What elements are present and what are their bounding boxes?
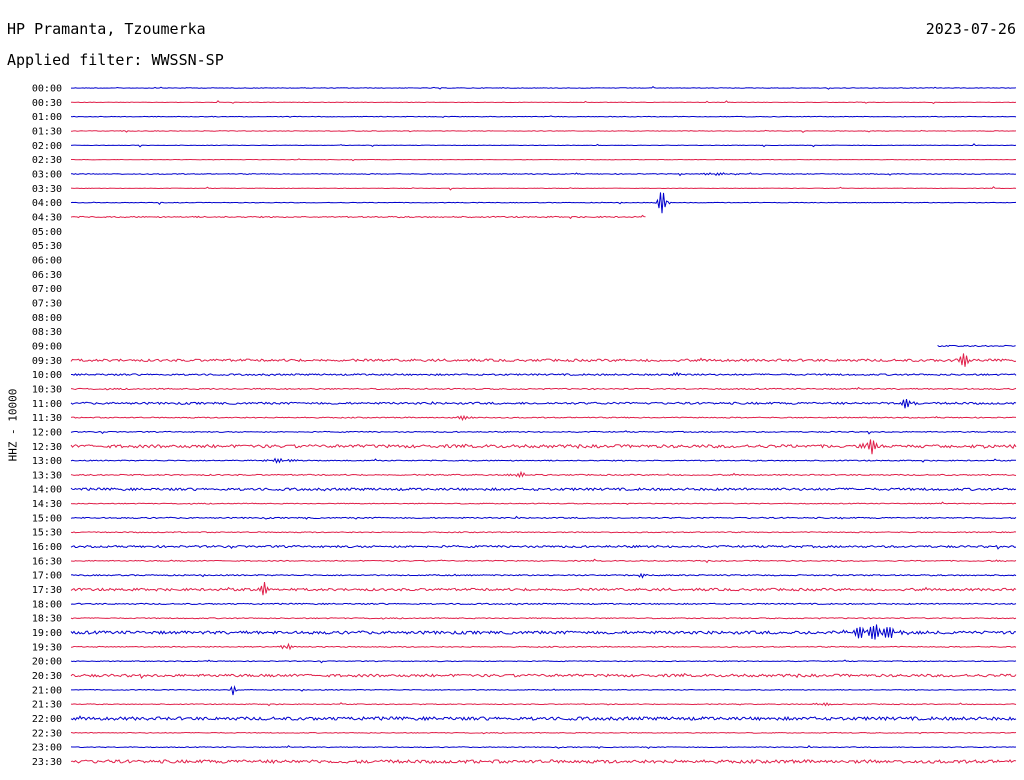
station-title: HP Pramanta, Tzoumerka (7, 20, 206, 38)
time-label-0900: 09:00 (32, 341, 62, 352)
trace-0230 (70, 158, 1017, 162)
time-label-2130: 21:30 (32, 700, 62, 711)
trace-2300 (70, 745, 1017, 750)
time-label-1200: 12:00 (32, 427, 62, 438)
time-label-1530: 15:30 (32, 528, 62, 539)
time-label-0400: 04:00 (32, 198, 62, 209)
time-labels: 00:00 00:30 01:00 01:30 02:00 02:30 03:00 03:30… (32, 84, 62, 769)
trace-0900 (937, 344, 1016, 348)
time-label-0730: 07:30 (32, 298, 62, 309)
time-label-0330: 03:30 (32, 184, 62, 195)
time-label-1800: 18:00 (32, 599, 62, 610)
trace-1130 (70, 414, 1017, 422)
time-label-1830: 18:30 (32, 614, 62, 625)
trace-0100 (70, 115, 1017, 118)
time-label-2200: 22:00 (32, 714, 62, 725)
time-label-2300: 23:00 (32, 743, 62, 754)
trace-1400 (70, 487, 1017, 492)
time-label-0800: 08:00 (32, 313, 62, 324)
trace-0200 (70, 143, 1017, 148)
filter-label: Applied filter: WWSSN-SP (7, 51, 224, 69)
trace-2030 (70, 673, 1017, 680)
time-label-1930: 19:30 (32, 642, 62, 653)
time-label-2030: 20:30 (32, 671, 62, 682)
time-label-1730: 17:30 (32, 585, 62, 596)
trace-1330 (70, 470, 1017, 479)
trace-1730 (70, 581, 1017, 596)
time-label-1130: 11:30 (32, 413, 62, 424)
trace-2000 (70, 659, 1017, 664)
time-label-1000: 10:00 (32, 370, 62, 381)
time-label-1600: 16:00 (32, 542, 62, 553)
trace-0030 (70, 100, 1017, 105)
time-label-0100: 01:00 (32, 112, 62, 123)
trace-1500 (70, 515, 1017, 520)
trace-1630 (70, 558, 1017, 564)
trace-1030 (70, 386, 1017, 391)
trace-1000 (70, 371, 1017, 377)
time-label-0500: 05:00 (32, 227, 62, 238)
time-label-0930: 09:30 (32, 356, 62, 367)
time-label-2000: 20:00 (32, 657, 62, 668)
trace-1530 (70, 531, 1017, 534)
trace-1900 (70, 624, 1017, 640)
trace-0430 (70, 214, 646, 220)
time-label-1330: 13:30 (32, 470, 62, 481)
trace-1800 (70, 602, 1017, 606)
time-label-1300: 13:00 (32, 456, 62, 467)
trace-1300 (70, 457, 1017, 464)
time-label-2330: 23:30 (32, 757, 62, 768)
trace-1700 (70, 572, 1017, 579)
time-label-0300: 03:00 (32, 169, 62, 180)
time-label-1400: 14:00 (32, 485, 62, 496)
time-label-0830: 08:30 (32, 327, 62, 338)
trace-lines (70, 86, 1017, 765)
trace-1930 (70, 642, 1017, 651)
trace-1830 (70, 617, 1017, 620)
time-label-1430: 14:30 (32, 499, 62, 510)
trace-2330 (70, 758, 1017, 765)
time-label-0130: 01:30 (32, 126, 62, 137)
time-label-1900: 19:00 (32, 628, 62, 639)
trace-2230 (70, 731, 1017, 735)
time-label-0200: 02:00 (32, 141, 62, 152)
trace-2200 (70, 715, 1017, 722)
time-label-1230: 12:30 (32, 442, 62, 453)
time-label-1100: 11:00 (32, 399, 62, 410)
time-label-2100: 21:00 (32, 685, 62, 696)
trace-0330 (70, 186, 1017, 191)
trace-2130 (70, 702, 1017, 707)
time-label-1500: 15:00 (32, 513, 62, 524)
time-label-0030: 00:30 (32, 98, 62, 109)
time-label-0630: 06:30 (32, 270, 62, 281)
trace-1600 (70, 544, 1017, 550)
time-label-1030: 10:30 (32, 384, 62, 395)
trace-0930 (70, 353, 1017, 367)
trace-2100 (70, 684, 1017, 696)
trace-0300 (70, 172, 1017, 177)
trace-1200 (70, 430, 1017, 435)
trace-0130 (70, 129, 1017, 133)
trace-1430 (70, 501, 1017, 505)
time-label-0700: 07:00 (32, 284, 62, 295)
trace-1100 (70, 398, 1017, 409)
time-label-0000: 00:00 (32, 84, 62, 95)
time-label-2230: 22:30 (32, 728, 62, 739)
time-label-0430: 04:30 (32, 212, 62, 223)
time-label-1700: 17:00 (32, 571, 62, 582)
trace-0400 (70, 192, 1017, 214)
time-label-0600: 06:00 (32, 255, 62, 266)
date-label: 2023-07-26 (925, 20, 1016, 38)
time-label-1630: 16:30 (32, 556, 62, 567)
time-label-0530: 05:30 (32, 241, 62, 252)
trace-1230 (70, 439, 1017, 455)
time-label-0230: 02:30 (32, 155, 62, 166)
trace-0000 (70, 86, 1017, 90)
